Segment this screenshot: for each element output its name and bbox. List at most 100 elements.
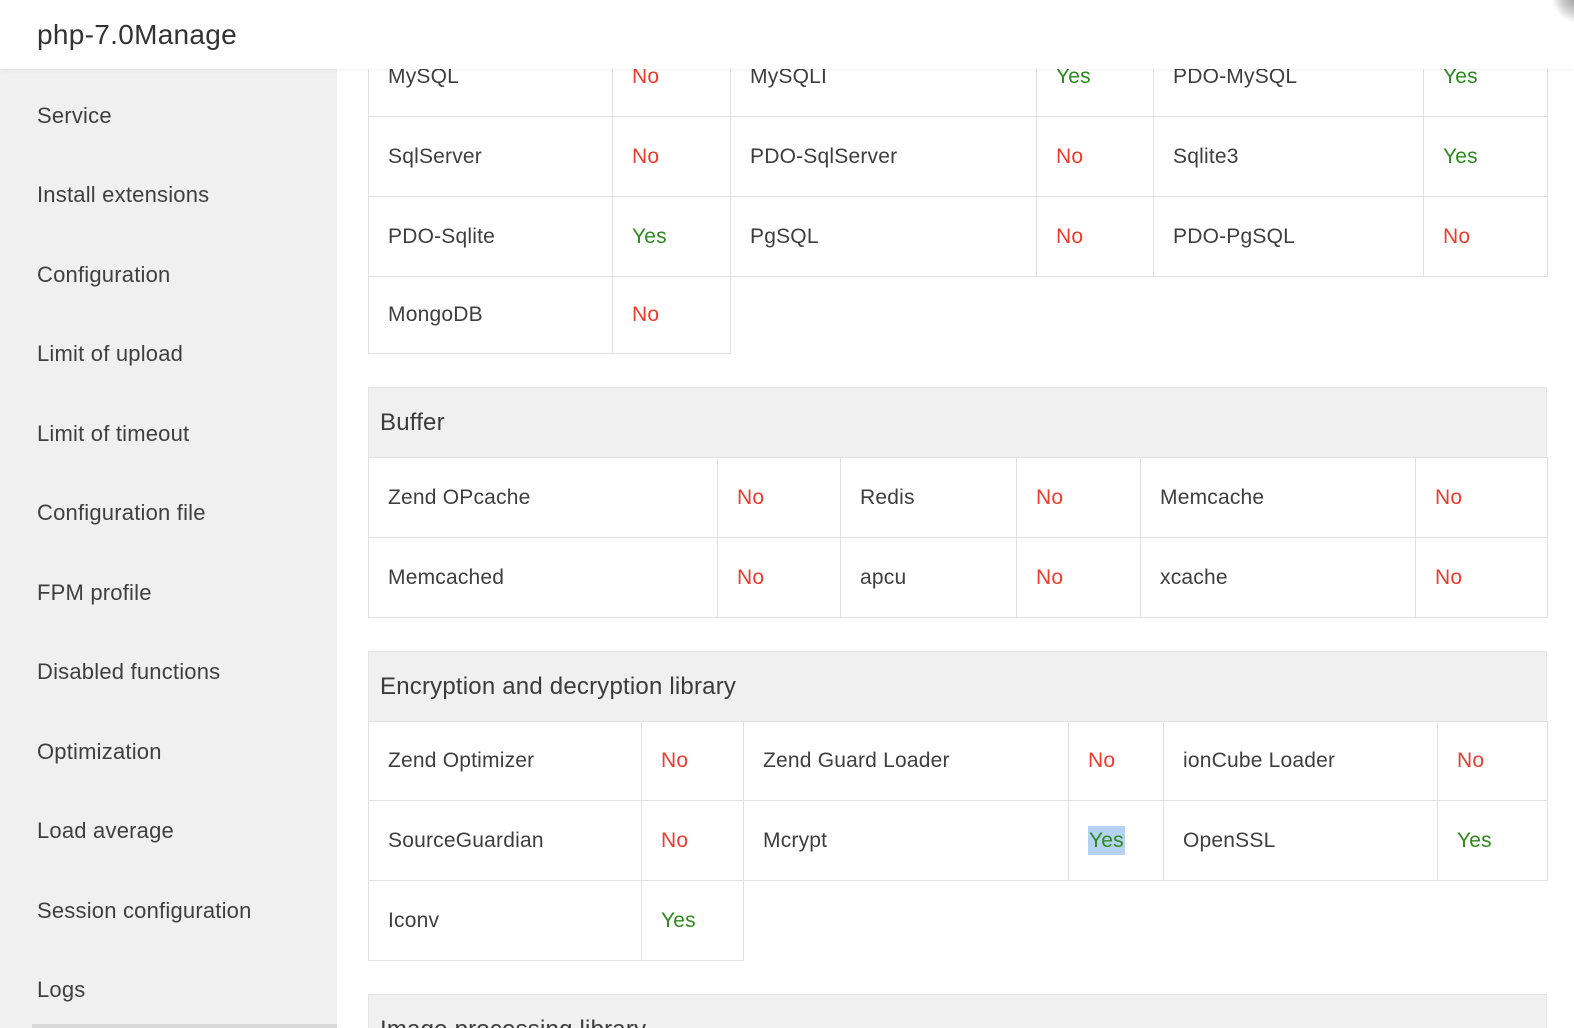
- sidebar-item-install-extensions[interactable]: Install extensions: [37, 182, 210, 208]
- extension-status: No: [1036, 116, 1154, 197]
- extension-status: No: [1415, 537, 1548, 618]
- main-content: MySQL No MySQLI Yes PDO-MySQL Yes SqlServer No P…: [337, 0, 1574, 1028]
- section-image-processing: Image processing library: [368, 994, 1547, 1028]
- status-value: No: [661, 828, 689, 852]
- sidebar-item-service[interactable]: Service: [37, 102, 112, 128]
- sidebar-item-logs[interactable]: Logs: [37, 977, 86, 1003]
- status-value: No: [1435, 565, 1463, 589]
- extension-status: No: [717, 457, 841, 538]
- extension-name: xcache: [1140, 537, 1416, 618]
- window-corner-artifact: [1550, 0, 1574, 24]
- table-row: PDO-Sqlite Yes PgSQL No PDO-PgSQL No: [368, 196, 1548, 277]
- table-row: SqlServer No PDO-SqlServer No Sqlite3 Yes: [368, 116, 1548, 197]
- extension-status: No: [1437, 721, 1548, 801]
- sidebar-item-limit-of-upload[interactable]: Limit of upload: [37, 341, 184, 367]
- extensions-table-buffer: Zend OPcache No Redis No Memcache No Memcached…: [368, 457, 1548, 618]
- sidebar-item-configuration-file[interactable]: Configuration file: [37, 500, 206, 526]
- extension-name: PgSQL: [730, 196, 1037, 277]
- extension-name: Zend Guard Loader: [743, 721, 1069, 801]
- status-value: No: [632, 144, 660, 168]
- extension-name: ionCube Loader: [1163, 721, 1438, 801]
- status-value: No: [1036, 565, 1064, 589]
- section-title-buffer: Buffer: [368, 387, 1547, 457]
- extension-name: SqlServer: [368, 116, 613, 197]
- extension-status: No: [1036, 196, 1154, 277]
- section-buffer: Buffer Zend OPcache No Redis No Memcache No Mem…: [368, 387, 1548, 618]
- section-title-image-processing: Image processing library: [368, 994, 1547, 1028]
- sidebar: Service Install extensions Configuration Li…: [0, 69, 337, 1028]
- extension-name: Memcache: [1140, 457, 1416, 538]
- section-database: MySQL No MySQLI Yes PDO-MySQL Yes SqlServer No P…: [368, 36, 1548, 354]
- sidebar-item-optimization[interactable]: Optimization: [37, 738, 162, 764]
- status-value: No: [1088, 749, 1116, 772]
- extension-status: No: [1415, 457, 1548, 538]
- sidebar-item-configuration[interactable]: Configuration: [37, 261, 171, 287]
- status-value: No: [1457, 749, 1485, 772]
- extension-status: Yes: [1068, 800, 1164, 881]
- table-row: MongoDB No: [368, 276, 1548, 354]
- window-title: php-7.0Manage: [37, 18, 238, 50]
- extension-status: Yes: [612, 196, 731, 277]
- window-header: php-7.0Manage: [0, 0, 1574, 69]
- table-row: Iconv Yes: [368, 880, 1548, 961]
- extension-status: No: [1068, 721, 1164, 801]
- extension-status: Yes: [1423, 116, 1548, 197]
- status-value: Yes: [1457, 828, 1492, 852]
- extension-status: No: [1016, 457, 1141, 538]
- extension-name: PDO-Sqlite: [368, 196, 613, 277]
- sidebar-item-load-average[interactable]: Load average: [37, 818, 174, 844]
- extension-status: No: [612, 276, 731, 354]
- extension-status: Yes: [641, 880, 744, 961]
- table-row: Memcached No apcu No xcache No: [368, 537, 1548, 618]
- status-value: No: [737, 565, 765, 589]
- extension-name: PDO-SqlServer: [730, 116, 1037, 197]
- status-value: No: [1443, 224, 1471, 248]
- extension-name: Iconv: [368, 880, 642, 961]
- status-value: Yes: [1088, 825, 1125, 855]
- extension-status: No: [641, 800, 744, 881]
- status-value: Yes: [632, 224, 667, 248]
- table-row: Zend Optimizer No Zend Guard Loader No ionCu…: [368, 721, 1548, 801]
- status-value: No: [1056, 144, 1084, 168]
- extension-status: No: [1423, 196, 1548, 277]
- status-value: Yes: [1443, 144, 1478, 168]
- status-value: Yes: [1056, 64, 1091, 88]
- sidebar-item-disabled-functions[interactable]: Disabled functions: [37, 659, 221, 685]
- sidebar-bottom-partial-item: [32, 1024, 337, 1028]
- extensions-table-database: MySQL No MySQLI Yes PDO-MySQL Yes SqlServer No P…: [368, 36, 1548, 354]
- status-value: Yes: [661, 908, 696, 932]
- extension-name: Redis: [840, 457, 1017, 538]
- extension-name: apcu: [840, 537, 1017, 618]
- extension-name: SourceGuardian: [368, 800, 642, 881]
- section-title-encryption: Encryption and decryption library: [368, 651, 1547, 721]
- extension-name: Memcached: [368, 537, 718, 618]
- status-value: No: [1036, 485, 1064, 509]
- sidebar-item-fpm-profile[interactable]: FPM profile: [37, 579, 152, 605]
- status-value: No: [632, 303, 660, 326]
- section-encryption: Encryption and decryption library Zend Op…: [368, 651, 1548, 961]
- status-value: Yes: [1443, 64, 1478, 88]
- extension-status: No: [641, 721, 744, 801]
- sidebar-item-session-configuration[interactable]: Session configuration: [37, 897, 252, 923]
- table-row: Zend OPcache No Redis No Memcache No: [368, 457, 1548, 538]
- status-value: No: [632, 64, 660, 88]
- extension-name: Zend Optimizer: [368, 721, 642, 801]
- extension-name: Mcrypt: [743, 800, 1069, 881]
- status-value: No: [1056, 224, 1084, 248]
- extension-name: OpenSSL: [1163, 800, 1438, 881]
- extension-status: No: [612, 116, 731, 197]
- extension-name: Sqlite3: [1153, 116, 1424, 197]
- status-value: No: [737, 485, 765, 509]
- sidebar-item-limit-of-timeout[interactable]: Limit of timeout: [37, 420, 190, 446]
- extension-status: No: [717, 537, 841, 618]
- table-row: SourceGuardian No Mcrypt Yes OpenSSL Yes: [368, 800, 1548, 881]
- extension-name: Zend OPcache: [368, 457, 718, 538]
- sections-container: MySQL No MySQLI Yes PDO-MySQL Yes SqlServer No P…: [368, 36, 1548, 1028]
- extension-status: Yes: [1437, 800, 1548, 881]
- status-value: No: [1435, 485, 1463, 509]
- status-value: No: [661, 749, 689, 772]
- extension-name: MongoDB: [368, 276, 613, 354]
- extensions-table-encryption: Zend Optimizer No Zend Guard Loader No ionCu…: [368, 721, 1548, 961]
- extension-name: PDO-PgSQL: [1153, 196, 1424, 277]
